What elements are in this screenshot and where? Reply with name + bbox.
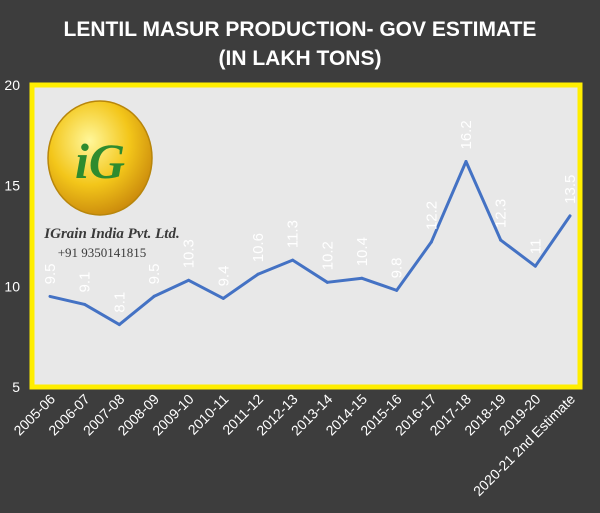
data-label: 10.6 [250, 233, 267, 262]
data-labels: 9.5 9.1 8.1 9.5 10.3 9.4 10.6 11.3 10.2 10.4 9.8 12… [42, 120, 579, 312]
watermark-logo: iG IGrain India Pvt. Ltd. +91 9350141815 [43, 100, 180, 260]
series-line-segment [83, 302, 121, 327]
chart-title-line1: LENTIL MASUR PRODUCTION- GOV ESTIMATE [64, 18, 537, 41]
series-line-segment [429, 160, 468, 244]
series-line-segment [152, 278, 191, 298]
data-label: 9.5 [146, 264, 163, 285]
chart-title-line2: (IN LAKH TONS) [219, 47, 382, 70]
series-line-segment [395, 240, 433, 292]
series-line-segment [499, 238, 537, 268]
series-line-segment [291, 258, 329, 284]
series-line-segment [533, 214, 572, 268]
data-label: 12.3 [493, 199, 510, 228]
series-line-segment [256, 258, 295, 276]
data-label: 16.2 [458, 120, 475, 149]
y-tick-label: 5 [12, 379, 20, 395]
series-line-segment [117, 294, 156, 327]
y-tick-label: 15 [4, 178, 20, 194]
data-label: 8.1 [111, 292, 128, 313]
watermark-company: IGrain India Pvt. Ltd. [43, 226, 179, 242]
series-line-segment [464, 160, 503, 242]
data-label: 9.4 [215, 266, 232, 287]
watermark-phone: +91 9350141815 [58, 245, 147, 260]
series-line-segment [221, 272, 260, 300]
y-tick-label: 20 [4, 77, 20, 93]
data-label: 9.5 [42, 264, 59, 285]
series-line-segment [360, 276, 399, 292]
data-label: 9.1 [77, 272, 94, 293]
data-label: 11 [527, 239, 544, 255]
series-line-segment [48, 294, 87, 306]
series-line-segment [325, 276, 364, 284]
y-axis: 5 10 15 20 [4, 77, 20, 395]
series-line-group [48, 160, 572, 327]
logo-coin [47, 100, 153, 216]
series-line-segment [187, 278, 225, 300]
logo-text: iG [75, 133, 125, 189]
data-label: 12.2 [423, 201, 440, 230]
data-label: 10.3 [181, 239, 198, 268]
y-tick-label: 10 [4, 278, 20, 294]
data-label: 11.3 [285, 220, 302, 248]
data-label: 13.5 [562, 175, 579, 204]
data-label: 9.8 [389, 258, 406, 279]
data-label: 10.2 [319, 241, 336, 270]
data-label: 10.4 [354, 237, 371, 266]
x-axis: 2005-062006-072007-082008-092009-102010-… [10, 391, 578, 499]
